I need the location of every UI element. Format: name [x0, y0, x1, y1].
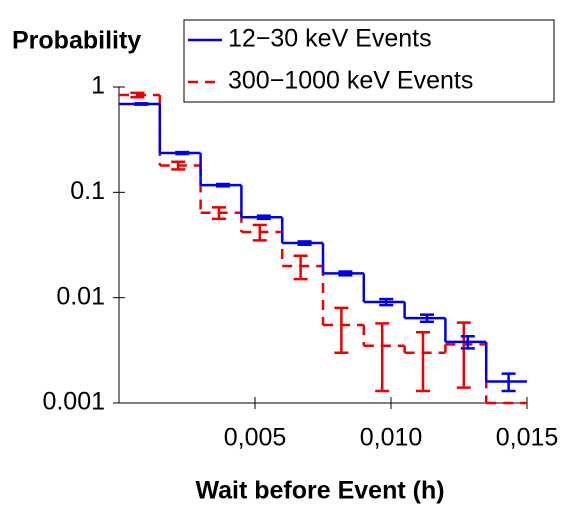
- error-bar: [379, 297, 394, 307]
- error-bar: [134, 102, 149, 106]
- error-bar: [501, 372, 516, 393]
- error-bar: [460, 335, 475, 350]
- error-bar: [416, 330, 430, 393]
- legend-box: [183, 19, 555, 103]
- y-axis-title: Probability: [12, 27, 141, 55]
- error-bar: [256, 214, 271, 221]
- error-bar: [216, 182, 230, 188]
- x-tick-label: 0,015: [496, 424, 559, 452]
- x-tick-label: 0,005: [224, 424, 287, 452]
- error-bar: [375, 322, 390, 393]
- x-axis-title: Wait before Event (h): [195, 477, 444, 505]
- y-tick-label: 0.01: [56, 282, 105, 310]
- error-bar: [293, 254, 308, 281]
- error-bar: [212, 206, 226, 221]
- error-bar: [297, 240, 312, 246]
- legend-label: 300−1000 keV Events: [228, 67, 473, 95]
- error-bar: [252, 223, 267, 242]
- y-tick-label: 0.001: [42, 388, 105, 416]
- error-bar: [175, 150, 190, 156]
- x-tick-label: 0,010: [360, 424, 423, 452]
- y-tick-label: 1: [91, 72, 105, 100]
- error-bar: [130, 91, 145, 99]
- y-tick-label: 0.1: [70, 177, 105, 205]
- error-bar: [420, 313, 434, 324]
- error-bar: [334, 306, 349, 354]
- error-bar: [456, 321, 471, 389]
- legend-label: 12−30 keV Events: [228, 25, 432, 53]
- error-bar: [338, 270, 353, 277]
- error-bar: [171, 160, 186, 171]
